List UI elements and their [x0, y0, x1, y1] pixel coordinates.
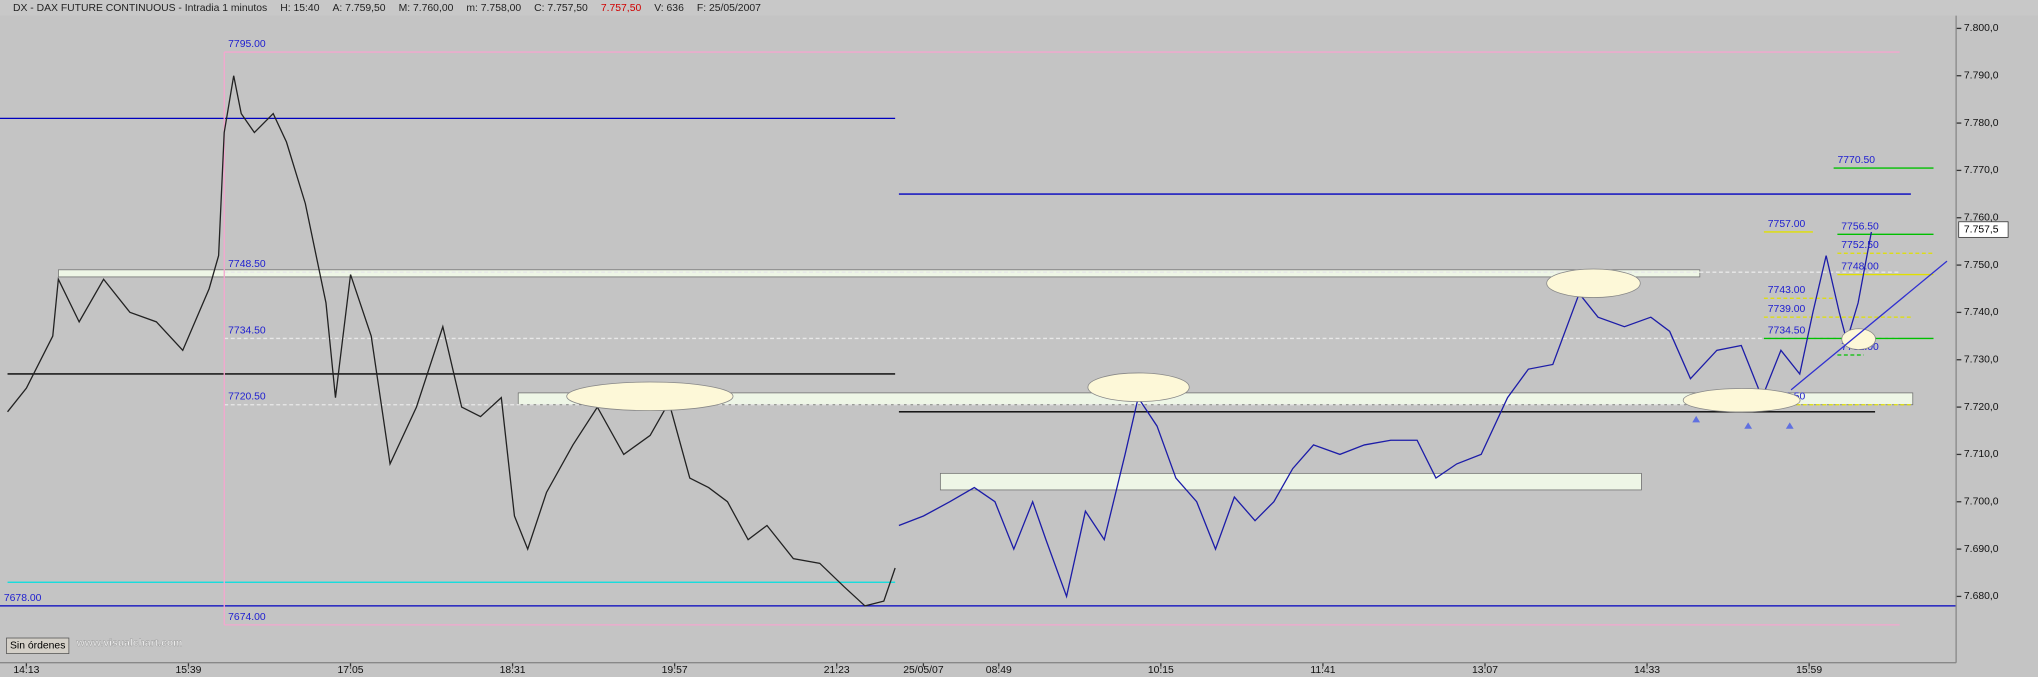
y-tick-label: 7.780,0 — [1964, 118, 1999, 129]
y-tick-label: 7.770,0 — [1964, 165, 1999, 176]
x-tick-label: 19:57 — [662, 665, 688, 676]
header-field: V: 636 — [654, 3, 684, 14]
orders-button-label[interactable]: Sin órdenes — [10, 641, 65, 652]
level-label: 7743.00 — [1768, 285, 1806, 296]
level-label: 7770.50 — [1838, 155, 1876, 166]
y-tick-label: 7.720,0 — [1964, 402, 1999, 413]
header-bar — [0, 0, 2038, 16]
y-tick-label: 7.750,0 — [1964, 260, 1999, 271]
watermark: www.visualchart.com — [76, 638, 183, 649]
x-tick-label: 08:49 — [986, 665, 1012, 676]
level-label: 7674.00 — [228, 612, 266, 623]
zone — [939, 472, 1642, 491]
highlight — [1087, 372, 1190, 402]
level-label: 7756.50 — [1841, 221, 1879, 232]
highlights — [566, 268, 1876, 413]
orders-button[interactable] — [6, 637, 70, 655]
x-tick-label: 21:23 — [824, 665, 850, 676]
last-price-box — [1958, 221, 2009, 238]
x-tick-label: 17:05 — [338, 665, 364, 676]
y-tick-label: 7.700,0 — [1964, 497, 1999, 508]
last-price-label: 7.757,5 — [1964, 224, 1999, 235]
y-tick-label: 7.710,0 — [1964, 449, 1999, 460]
highlight — [1546, 268, 1641, 298]
plot: 7795.00 7674.00 7748.50 7734.50 7720.50 7678.… — [0, 23, 1999, 676]
level-label: 7795.00 — [228, 39, 266, 50]
highlight — [1682, 388, 1801, 413]
x-tick-label: 25/05/07 — [903, 665, 944, 676]
header-field: 7.757,50 — [601, 3, 642, 14]
x-tick-label: 14:13 — [13, 665, 39, 676]
level-label: 7757.00 — [1768, 219, 1806, 230]
header: DX - DAX FUTURE CONTINUOUS - Intradia 1 … — [13, 3, 761, 14]
header-field: C: 7.757,50 — [534, 3, 588, 14]
y-tick-label: 7.800,0 — [1964, 23, 1999, 34]
trend-line — [1790, 260, 1948, 391]
level-label: 7734.50 — [1768, 325, 1806, 336]
y-tick-label: 7.760,0 — [1964, 212, 1999, 223]
x-tick-label: 10:15 — [1148, 665, 1174, 676]
level-label: 7752.50 — [1841, 240, 1879, 251]
y-tick-label: 7.740,0 — [1964, 307, 1999, 318]
x-tick-label: 11:41 — [1310, 665, 1335, 676]
zone — [58, 269, 1701, 278]
header-field: m: 7.758,00 — [466, 3, 521, 14]
level-label: 7734.50 — [228, 325, 266, 336]
x-tick-label: 15:59 — [1796, 665, 1822, 676]
level-label: 7739.00 — [1768, 304, 1806, 315]
y-tick-label: 7.680,0 — [1964, 591, 1999, 602]
symbol: DX - DAX FUTURE CONTINUOUS - Intradia 1 … — [13, 3, 267, 14]
highlight — [1841, 328, 1876, 350]
y-tick-label: 7.730,0 — [1964, 355, 1999, 366]
header-field: M: 7.760,00 — [399, 3, 454, 14]
header-field: F: 25/05/2007 — [697, 3, 761, 14]
y-tick-label: 7.690,0 — [1964, 544, 1999, 555]
x-tick-label: 18:31 — [500, 665, 526, 676]
y-tick-label: 7.790,0 — [1964, 70, 1999, 81]
header-field: H: 15:40 — [280, 3, 319, 14]
highlight — [566, 381, 734, 412]
level-label: 7748.00 — [1841, 262, 1879, 273]
level-label: 7720.50 — [228, 392, 266, 403]
header-field: A: 7.759,50 — [332, 3, 385, 14]
level-label: 7748.50 — [228, 259, 266, 270]
x-tick-label: 13:07 — [1472, 665, 1498, 676]
x-tick-label: 15:39 — [175, 665, 201, 676]
x-tick-label: 14:33 — [1634, 665, 1660, 676]
price-line — [7, 75, 896, 607]
level-label: 7678.00 — [4, 593, 42, 604]
